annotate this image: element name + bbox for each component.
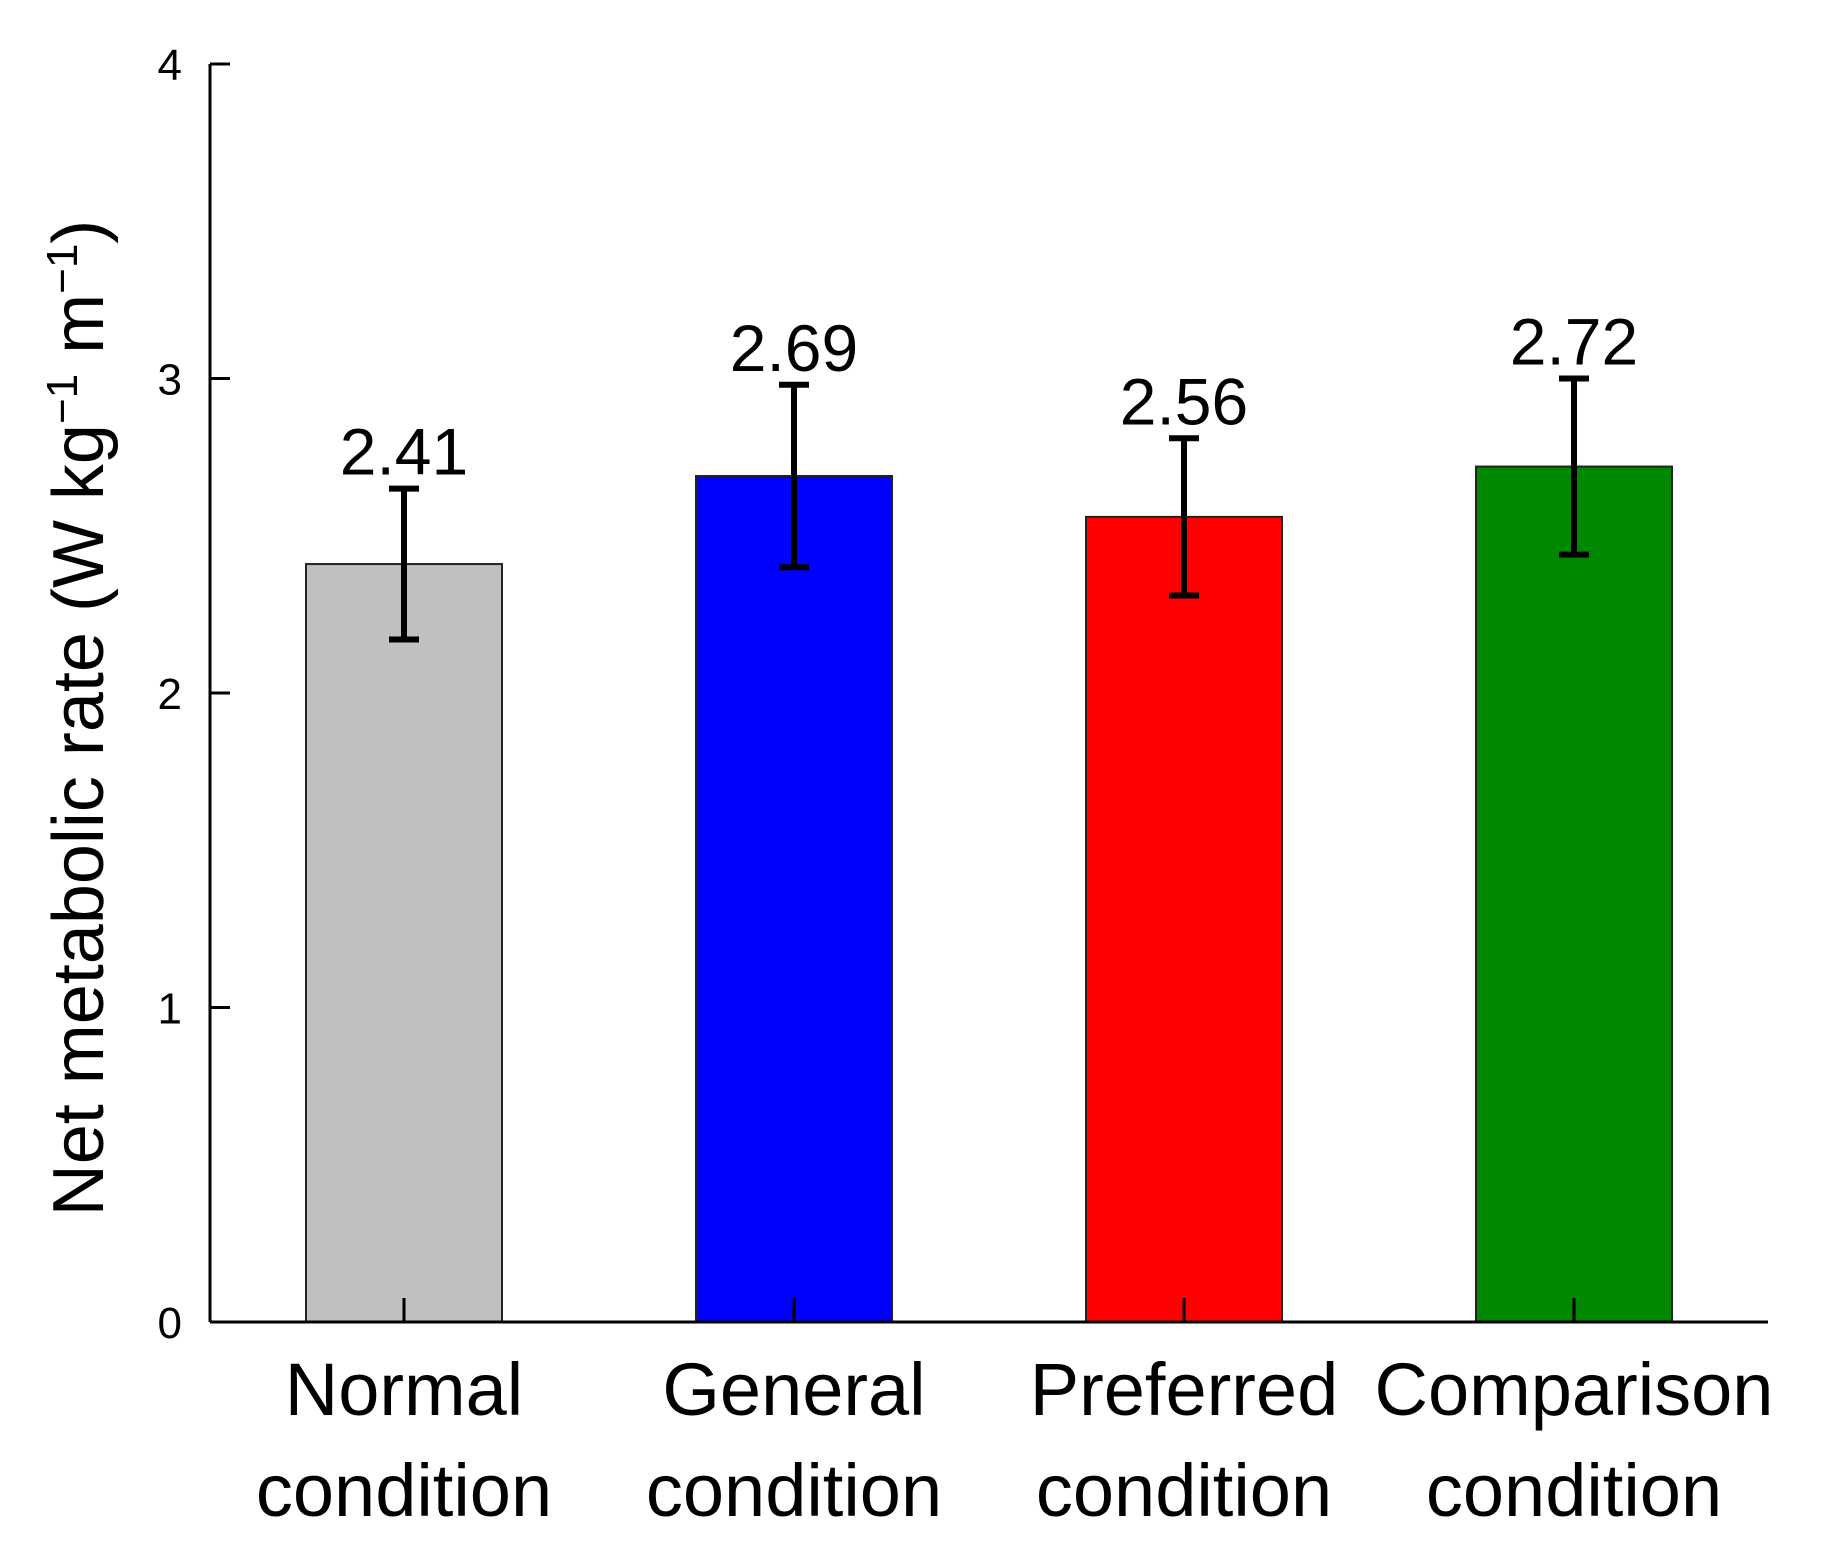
x-category-label: condition: [1036, 1449, 1332, 1532]
y-axis-ticks: 0 1 2 3 4: [158, 41, 230, 1348]
bar-1: [695, 474, 893, 1323]
y-tick-label: 4: [158, 41, 182, 90]
x-category-label: General: [662, 1348, 925, 1431]
bars-group: 2.41 2.69 2.56 2.72: [305, 305, 1673, 1323]
y-tick-label: 1: [158, 985, 182, 1034]
bar-2: [1085, 515, 1283, 1323]
y-tick-label: 2: [158, 670, 182, 719]
data-label: 2.56: [1120, 364, 1248, 438]
y-tick-label: 3: [158, 356, 182, 405]
data-label: 2.69: [730, 311, 858, 385]
x-category-label: Comparison: [1375, 1348, 1774, 1431]
x-category-label: Normal: [285, 1348, 523, 1431]
bar-0: [305, 563, 503, 1323]
bar-3: [1475, 465, 1673, 1323]
x-category-label: condition: [256, 1449, 552, 1532]
data-label: 2.72: [1510, 305, 1638, 379]
x-category-label: condition: [646, 1449, 942, 1532]
x-category-label: condition: [1426, 1449, 1722, 1532]
data-label: 2.41: [340, 415, 468, 489]
y-tick-label: 0: [158, 1299, 182, 1348]
x-axis-labels: Normal condition General condition Preferred…: [256, 1348, 1774, 1532]
y-axis-title: Net metabolic rate (W kg−1 m−1): [38, 220, 119, 1217]
x-category-label: Preferred: [1030, 1348, 1338, 1431]
